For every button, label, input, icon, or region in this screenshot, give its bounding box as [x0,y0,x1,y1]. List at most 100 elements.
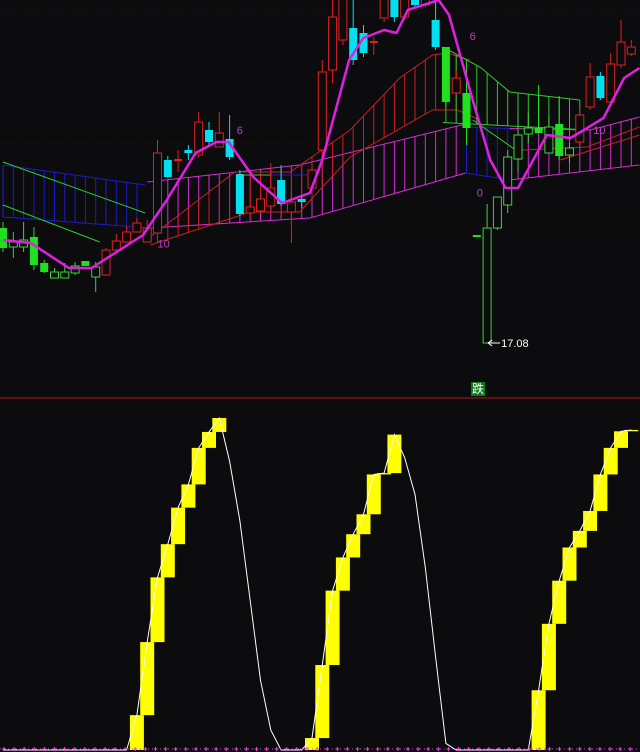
candle [482,204,492,344]
candle [349,0,358,65]
candle [596,72,605,100]
rise-block [212,418,227,432]
candle [606,53,616,103]
candle-body [184,150,193,153]
candle-body [349,28,358,60]
baseline-marker [42,747,47,751]
candle-body [205,130,213,142]
baseline-marker [254,747,259,751]
baseline-marker [32,747,37,751]
candle-body [245,206,255,214]
baseline-marker [284,747,289,751]
rise-block [325,590,340,666]
signal-label: 跌 [471,382,486,396]
candle [50,268,59,279]
candle [513,113,523,172]
baseline-marker [204,747,208,751]
candle [70,262,80,275]
candle [359,25,368,57]
baseline-marker [365,747,370,751]
baseline-marker [183,747,188,751]
baseline-marker [517,747,522,751]
candle-body [277,180,286,204]
rise-block [181,484,196,508]
baseline-marker [294,747,299,751]
baseline-marker [597,747,602,751]
candle-body [235,174,244,214]
rise-block [346,534,361,558]
baseline-marker [315,747,320,751]
candle-body [225,139,234,157]
baseline-marker [426,747,431,751]
candle [317,60,327,157]
candle [8,232,18,258]
candle-body [492,196,502,229]
baseline-marker [12,747,17,751]
baseline-marker [274,747,279,751]
candle-body [8,241,18,248]
baseline-marker [264,747,269,751]
candle [184,145,193,160]
candle [451,70,461,95]
baseline-marker [507,747,511,751]
baseline-marker [587,747,592,751]
rise-block [377,473,392,475]
indicator-line [2,161,146,214]
rise-block [315,665,330,739]
candle [472,235,481,237]
candle [0,222,7,252]
baseline-marker [325,747,330,751]
ribbon-bottom-line [2,216,151,229]
candle [492,196,502,230]
baseline-marker [103,747,107,751]
candle [153,140,162,238]
candle [431,0,440,50]
baseline-marker [62,747,67,751]
baseline-marker [527,747,532,751]
candle-body [379,0,389,19]
candle-body [451,77,461,94]
rise-block [305,738,319,750]
rise-block [562,547,577,581]
candle-body [163,160,172,177]
candle-body [40,263,49,272]
candle-body [431,20,440,47]
candle [379,0,389,22]
candle [277,165,286,206]
baseline-marker [537,747,542,751]
candle-body [50,271,59,279]
rise-block [160,544,175,578]
candle [235,170,244,216]
candle [523,113,533,143]
baseline-marker [335,747,340,751]
baseline-marker [466,747,471,751]
candle [40,260,49,273]
candle-body [111,240,121,251]
baseline-marker [163,747,168,751]
candle [205,122,213,146]
rise-block [366,474,381,515]
candle-body [91,266,101,278]
candle [266,163,276,210]
rise-block [150,577,165,643]
baseline-marker [608,747,612,751]
rise-block [552,580,567,624]
candle [29,227,38,270]
baseline-marker [214,747,219,751]
candle-body [626,46,636,55]
rise-block [202,431,216,448]
rise-block [356,514,371,535]
rise-block [129,715,144,750]
candle-body [534,128,543,133]
candle [132,218,142,233]
candle-body [513,134,523,160]
baseline-marker [496,747,501,751]
price-panel: 6 6 10 0 10 17.08 [0,0,640,350]
candle-body [214,132,224,148]
ribbon [2,164,151,229]
candle [338,0,348,45]
candle [585,63,595,110]
ribbon-top-line [465,126,510,129]
baseline-marker [234,747,239,751]
candle [462,83,471,145]
